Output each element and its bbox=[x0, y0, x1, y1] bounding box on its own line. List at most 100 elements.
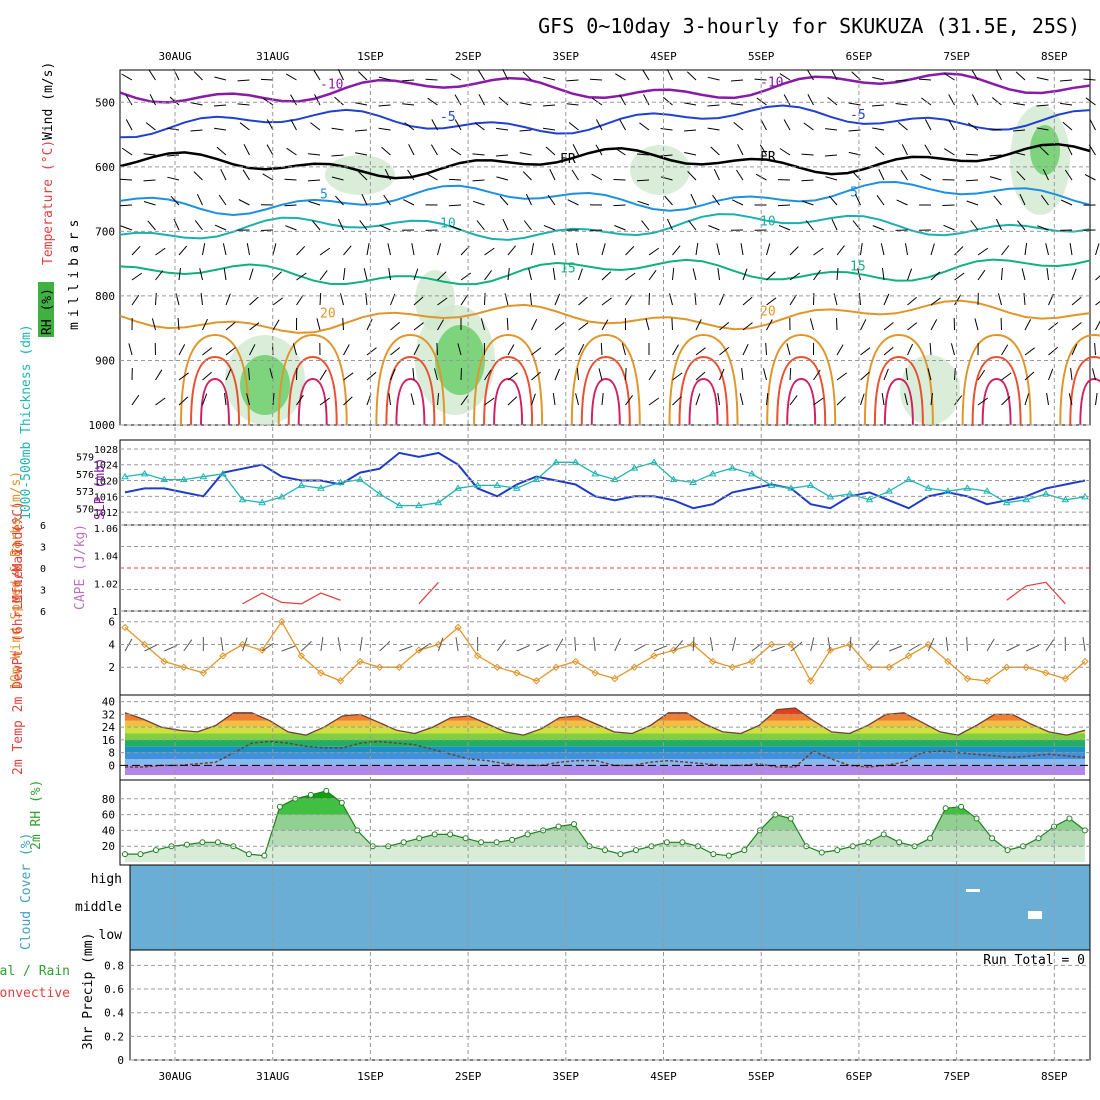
isotherm-line bbox=[119, 142, 1091, 180]
wind-barb bbox=[167, 127, 180, 131]
wind-barb-10m bbox=[869, 640, 880, 652]
thickness-marker bbox=[258, 498, 267, 506]
wind-barb bbox=[128, 343, 133, 356]
wind-barb bbox=[672, 372, 683, 381]
wind-barb bbox=[930, 297, 941, 306]
wind-barb bbox=[551, 243, 556, 256]
wind-barb bbox=[413, 268, 419, 281]
wind-barb bbox=[872, 76, 885, 81]
wind-barb bbox=[965, 153, 979, 156]
rh-marker bbox=[338, 799, 345, 806]
wind-barb bbox=[710, 146, 720, 156]
wind-barb bbox=[742, 322, 753, 331]
date-label-bottom: 8SEP bbox=[1041, 1070, 1068, 1083]
wind-barb bbox=[1048, 346, 1059, 356]
wind-barb bbox=[883, 368, 889, 381]
wind-barb bbox=[319, 292, 322, 306]
wind-barb bbox=[591, 97, 603, 106]
wind-barb bbox=[460, 294, 469, 306]
wind-barb bbox=[484, 397, 495, 406]
wind-barb bbox=[225, 347, 236, 356]
rh-marker bbox=[400, 839, 407, 846]
warm-contour bbox=[395, 377, 426, 426]
wind-barb bbox=[1092, 368, 1096, 381]
wind-barb bbox=[943, 224, 955, 231]
wind-barb bbox=[507, 245, 516, 256]
wind-barb bbox=[307, 179, 321, 182]
wind-barb bbox=[905, 243, 908, 256]
date-label-bottom: 2SEP bbox=[455, 1070, 482, 1083]
temp-line bbox=[124, 707, 1086, 736]
wind-barb bbox=[262, 173, 274, 181]
wind-barb bbox=[712, 194, 720, 206]
wind-barb bbox=[719, 322, 730, 331]
rh-marker bbox=[741, 847, 748, 854]
wind-barb bbox=[789, 246, 799, 256]
wind-barb bbox=[474, 122, 485, 131]
wind-barb bbox=[615, 147, 626, 156]
wind-barb bbox=[484, 292, 486, 306]
wind-barb bbox=[502, 218, 509, 231]
pressure-tick: 1000 bbox=[89, 419, 116, 432]
wind-barb bbox=[379, 224, 391, 231]
date-label-top: 4SEP bbox=[650, 50, 677, 63]
ylabel-thickness: 1000-500mb Thickness (dm) bbox=[19, 324, 34, 520]
wind-barb bbox=[669, 293, 673, 306]
wind-barb bbox=[1095, 300, 1100, 306]
wind-barb bbox=[648, 397, 660, 406]
rh-legend bbox=[38, 282, 54, 337]
wind-barb bbox=[930, 319, 938, 331]
thickness-marker bbox=[121, 472, 129, 480]
wind-barb bbox=[155, 270, 164, 281]
wind-barb bbox=[895, 103, 908, 106]
wind-barb bbox=[190, 129, 203, 132]
rh-marker bbox=[679, 839, 686, 846]
rh-marker bbox=[896, 839, 903, 846]
wind-barb bbox=[971, 69, 979, 81]
warm-contour bbox=[688, 377, 719, 426]
wind-barb bbox=[343, 344, 350, 356]
wind-barb bbox=[131, 394, 140, 406]
wind-barb bbox=[178, 344, 186, 356]
wind-barb bbox=[507, 268, 510, 281]
cape-tick: 1 bbox=[112, 607, 118, 618]
wind-barb bbox=[383, 194, 391, 206]
wind-barb-10m bbox=[1082, 637, 1086, 652]
wind-speed-marker bbox=[865, 663, 874, 671]
wind-barb bbox=[202, 243, 206, 256]
wind-barb bbox=[223, 268, 227, 281]
wind-barb bbox=[660, 128, 673, 131]
wind-barb bbox=[765, 342, 767, 356]
wind-barb bbox=[779, 148, 791, 156]
wind-speed-marker bbox=[650, 652, 658, 660]
wind-barb bbox=[331, 176, 344, 181]
precip-legend-convective: Convective bbox=[0, 986, 70, 1001]
wind-barb-10m bbox=[986, 638, 995, 652]
wind-barb bbox=[220, 168, 227, 181]
wind-barb bbox=[477, 69, 485, 81]
wind-barb bbox=[290, 119, 297, 131]
wind-barb bbox=[284, 178, 297, 181]
wind-barb bbox=[601, 393, 604, 406]
wind-barb bbox=[314, 94, 321, 106]
wind-barb bbox=[249, 296, 259, 306]
cape-tick: 1.06 bbox=[94, 524, 118, 535]
chart-title: GFS 0~10day 3-hourly for SKUKUZA (31.5E,… bbox=[538, 14, 1080, 38]
wind-barb bbox=[687, 171, 697, 181]
thickness-tick: 576 bbox=[76, 470, 94, 481]
cape-tick: 1.02 bbox=[94, 579, 118, 590]
thickness-marker bbox=[1022, 495, 1031, 503]
wind-barb bbox=[860, 371, 870, 381]
wind-barb bbox=[1013, 102, 1026, 106]
wind-barb bbox=[813, 269, 821, 281]
wind-barb bbox=[740, 243, 744, 256]
wind-barb bbox=[296, 272, 307, 281]
wind-barb bbox=[813, 397, 824, 406]
wind-barb bbox=[413, 344, 420, 356]
isotherm-label: FR bbox=[560, 152, 576, 167]
wind-barb bbox=[437, 319, 444, 331]
wind-barb bbox=[202, 371, 212, 381]
wind-barb-10m bbox=[320, 637, 324, 652]
wind-barb bbox=[248, 367, 250, 381]
wind-barb bbox=[427, 97, 438, 106]
